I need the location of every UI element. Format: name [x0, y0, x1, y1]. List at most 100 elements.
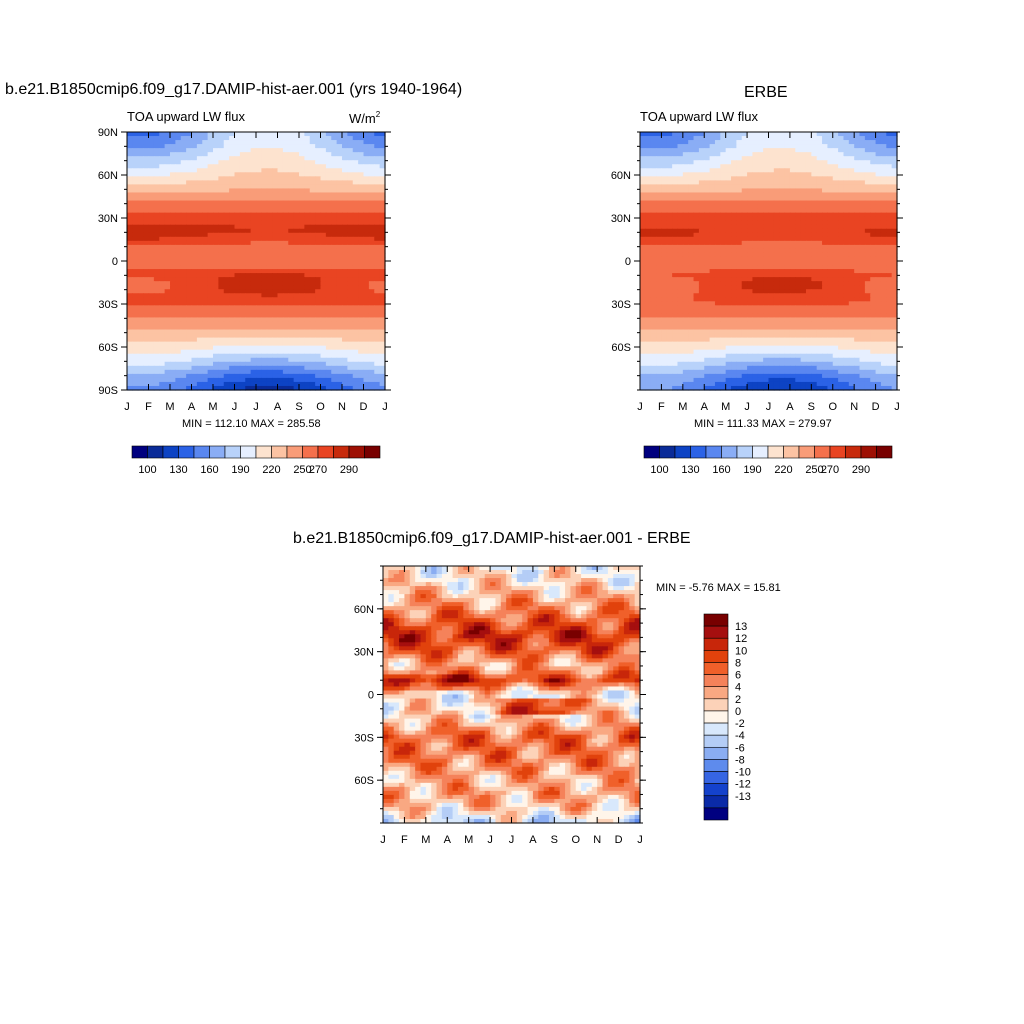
contour-cell: [640, 160, 646, 165]
contour-cell: [736, 232, 743, 238]
panel1-stats: MIN = 112.10 MAX = 285.58: [182, 418, 321, 430]
contour-cell: [827, 281, 834, 286]
contour-cell: [132, 180, 139, 186]
contour-cell: [218, 301, 225, 306]
contour-cell: [191, 168, 198, 173]
contour-cell: [229, 232, 236, 238]
contour-cell: [186, 337, 193, 343]
contour-cell: [239, 136, 246, 141]
contour-cell: [811, 269, 818, 274]
contour-cell: [213, 269, 219, 274]
contour-cell: [731, 188, 737, 194]
contour-cell: [180, 244, 187, 250]
contour-cell: [368, 277, 375, 282]
contour-cell: [886, 192, 893, 198]
contour-cell: [320, 261, 327, 266]
contour-cell: [709, 148, 716, 153]
contour-cell: [320, 152, 327, 157]
contour-cell: [202, 313, 209, 319]
contour-cell: [202, 192, 209, 198]
contour-cell: [186, 132, 193, 137]
contour-cell: [747, 252, 754, 258]
contour-cell: [282, 252, 289, 258]
contour-cell: [736, 140, 743, 145]
contour-cell: [661, 132, 668, 137]
contour-cell: [202, 357, 209, 363]
contour-cell: [656, 261, 663, 266]
contour-cell: [239, 325, 246, 331]
contour-cell: [223, 184, 230, 190]
contour-cell: [859, 164, 866, 169]
contour-cell: [320, 381, 327, 387]
contour-cell: [234, 220, 241, 226]
contour-cell: [704, 228, 711, 234]
contour-cell: [768, 265, 775, 270]
contour-cell: [153, 132, 160, 137]
contour-cell: [223, 333, 230, 339]
contour-cell: [250, 212, 257, 218]
contour-cell: [731, 156, 737, 161]
contour-cell: [795, 281, 802, 286]
contour-cell: [304, 333, 311, 339]
contour-cell: [822, 236, 828, 242]
contour-cell: [864, 208, 871, 214]
contour-cell: [266, 168, 273, 173]
contour-cell: [153, 236, 160, 242]
contour-cell: [720, 232, 727, 238]
contour-cell: [180, 220, 187, 226]
contour-cell: [342, 265, 348, 270]
contour-cell: [153, 248, 160, 254]
contour-cell: [848, 132, 855, 137]
contour-cell: [186, 285, 193, 290]
contour-cell: [143, 168, 150, 173]
contour-cell: [805, 224, 812, 230]
contour-cell: [693, 164, 700, 169]
contour-cell: [352, 369, 359, 375]
contour-cell: [704, 220, 711, 226]
contour-cell: [127, 204, 133, 210]
contour-cell: [127, 252, 133, 258]
contour-cell: [282, 148, 289, 153]
contour-cell: [795, 156, 802, 161]
contour-cell: [148, 248, 155, 254]
contour-cell: [741, 252, 748, 258]
contour-cell: [239, 156, 246, 161]
contour-cell: [650, 204, 657, 210]
contour-cell: [374, 180, 381, 186]
contour-cell: [848, 220, 855, 226]
contour-cell: [256, 313, 262, 319]
contour-cell: [191, 341, 198, 347]
contour-cell: [127, 265, 133, 270]
contour-cell: [358, 200, 365, 206]
contour-cell: [336, 369, 343, 375]
contour-cell: [256, 309, 262, 315]
contour-cell: [159, 148, 166, 153]
contour-cell: [245, 273, 252, 278]
contour-cell: [698, 148, 705, 153]
contour-cell: [315, 160, 322, 165]
contour-cell: [213, 385, 219, 391]
contour-cell: [186, 301, 193, 306]
contour-cell: [677, 184, 684, 190]
contour-cell: [239, 180, 246, 186]
contour-cell: [218, 224, 225, 230]
contour-cell: [132, 261, 139, 266]
contour-cell: [170, 377, 176, 383]
contour-cell: [714, 248, 721, 254]
contour-cell: [207, 228, 214, 234]
contour-cell: [127, 228, 133, 234]
contour-cell: [709, 281, 716, 286]
contour-cell: [666, 188, 673, 194]
contour-cell: [875, 132, 882, 137]
contour-cell: [645, 240, 652, 246]
contour-cell: [309, 232, 316, 238]
contour-cell: [336, 196, 343, 202]
contour-cell: [886, 200, 893, 206]
contour-cell: [838, 152, 845, 157]
contour-cell: [752, 216, 759, 222]
contour-cell: [315, 309, 322, 315]
contour-cell: [223, 180, 230, 186]
contour-cell: [223, 192, 230, 198]
contour-cell: [175, 381, 182, 387]
contour-cell: [272, 136, 279, 141]
